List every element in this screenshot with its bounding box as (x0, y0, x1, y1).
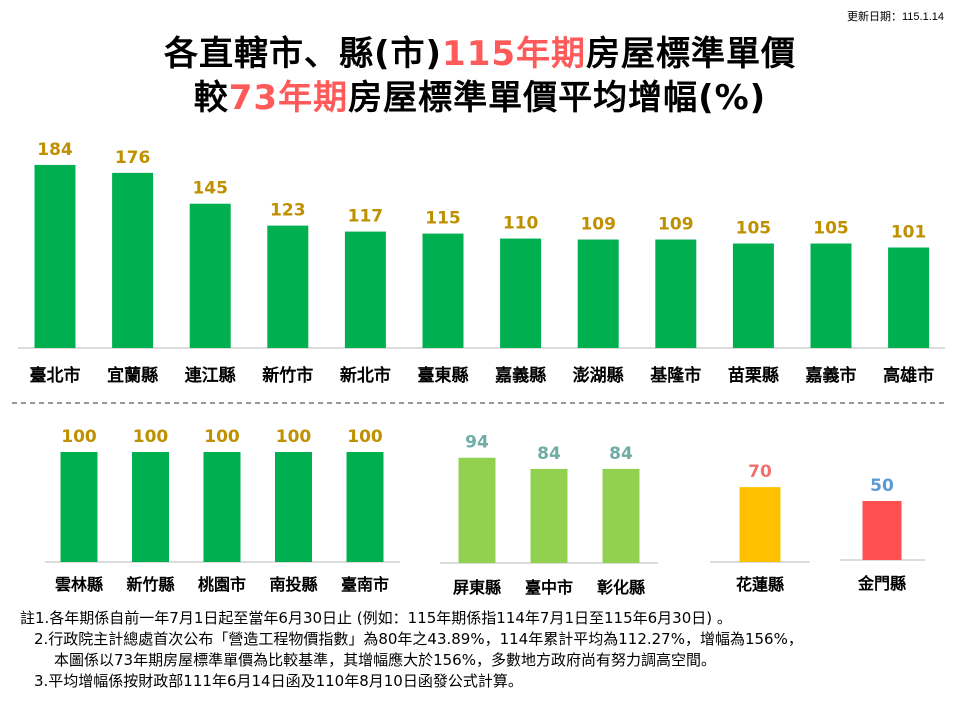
data-label: 145 (192, 179, 228, 199)
data-label: 84 (609, 444, 633, 464)
data-label: 109 (658, 215, 694, 235)
data-label: 101 (891, 223, 927, 243)
bar-高雄市 (888, 247, 930, 348)
bar-南投縣 (275, 452, 312, 562)
category-label: 南投縣 (269, 575, 317, 594)
category-label: 宜蘭縣 (107, 365, 158, 386)
bar-新竹縣 (132, 452, 169, 562)
data-label: 110 (503, 214, 539, 234)
category-label: 連江縣 (185, 365, 236, 386)
data-label: 100 (61, 427, 97, 447)
note-2: 2.行政院主計總處首次公布「營造工程物價指數」為80年之43.89%，114年累… (34, 630, 803, 648)
data-label: 100 (133, 427, 169, 447)
bar-澎湖縣 (577, 239, 619, 348)
data-label: 70 (748, 462, 772, 482)
bar-雲林縣 (60, 452, 98, 562)
title-line-2: 較73年期房屋標準單價平均增幅(%) (0, 70, 960, 119)
data-label: 100 (204, 427, 240, 447)
title-text: 房屋標準單價 (586, 34, 797, 74)
title-text: 房屋標準單價平均增幅(%) (348, 78, 767, 118)
title-line-1: 各直轄市、縣(市)115年期房屋標準單價 (0, 26, 960, 75)
data-label: 117 (348, 207, 384, 227)
bar-苗栗縣 (732, 243, 774, 348)
data-label: 94 (465, 433, 489, 453)
note-3: 3.平均增幅係按財政部111年6月14日函及110年8月10日函發公式計算。 (34, 672, 523, 690)
bar-臺東縣 (422, 233, 464, 348)
note-2-cont: 本圖係以73年期房屋標準單價為比較基準，其增幅應大於156%，多數地方政府尚有努… (54, 651, 716, 669)
category-label: 臺中市 (525, 578, 573, 597)
update-date: 更新日期：115.1.14 (846, 11, 944, 23)
category-label: 臺北市 (30, 365, 81, 386)
bar-花蓮縣 (739, 487, 781, 562)
bar-彰化縣 (602, 468, 640, 563)
data-label: 100 (276, 427, 312, 447)
bar-宜蘭縣 (112, 172, 154, 348)
data-label: 184 (37, 140, 73, 160)
category-label: 金門縣 (857, 574, 906, 593)
notes: 註1.各年期係自前一年7月1日起至當年6月30日止 (例如：115年期係指114… (20, 608, 803, 692)
category-label: 彰化縣 (597, 578, 645, 597)
category-label: 澎湖縣 (573, 365, 624, 386)
bar-臺北市 (34, 164, 76, 348)
bar-新竹市 (267, 225, 309, 348)
data-label: 50 (870, 476, 894, 496)
title-highlight: 73年期 (228, 78, 349, 118)
bar-臺中市 (530, 468, 568, 563)
data-label: 176 (115, 148, 151, 168)
bar-連江縣 (189, 203, 231, 348)
bar-嘉義市 (810, 243, 852, 348)
bar-屏東縣 (458, 457, 496, 563)
category-label: 臺東縣 (418, 365, 469, 386)
category-label: 花蓮縣 (736, 575, 784, 594)
category-label: 嘉義縣 (494, 365, 546, 386)
data-label: 109 (580, 215, 616, 235)
data-label: 123 (270, 201, 306, 221)
category-label: 屏東縣 (453, 578, 501, 597)
data-label: 100 (347, 427, 383, 447)
category-label: 苗栗縣 (728, 365, 779, 386)
category-label: 新竹縣 (126, 575, 174, 594)
category-label: 基隆市 (649, 365, 701, 386)
category-label: 高雄市 (883, 365, 934, 386)
bar-金門縣 (862, 501, 902, 560)
data-label: 115 (425, 209, 461, 229)
data-label: 84 (537, 444, 561, 464)
title-text: 各直轄市、縣(市) (163, 34, 443, 74)
bar-基隆市 (655, 239, 697, 348)
category-label: 新竹市 (262, 365, 313, 386)
bar-桃園市 (203, 452, 241, 562)
data-label: 105 (736, 219, 772, 239)
title-highlight: 115年期 (442, 34, 587, 74)
note-1: 註1.各年期係自前一年7月1日起至當年6月30日止 (例如：115年期係指114… (20, 609, 732, 627)
bar-嘉義縣 (500, 238, 542, 348)
title-text: 較 (193, 78, 229, 118)
category-label: 桃園市 (198, 575, 246, 594)
category-label: 新北市 (340, 365, 391, 386)
category-label: 雲林縣 (55, 575, 103, 594)
bar-新北市 (344, 231, 386, 348)
category-label: 臺南市 (341, 575, 389, 594)
category-label: 嘉義市 (805, 365, 857, 386)
bar-臺南市 (346, 452, 384, 562)
data-label: 105 (813, 219, 849, 239)
